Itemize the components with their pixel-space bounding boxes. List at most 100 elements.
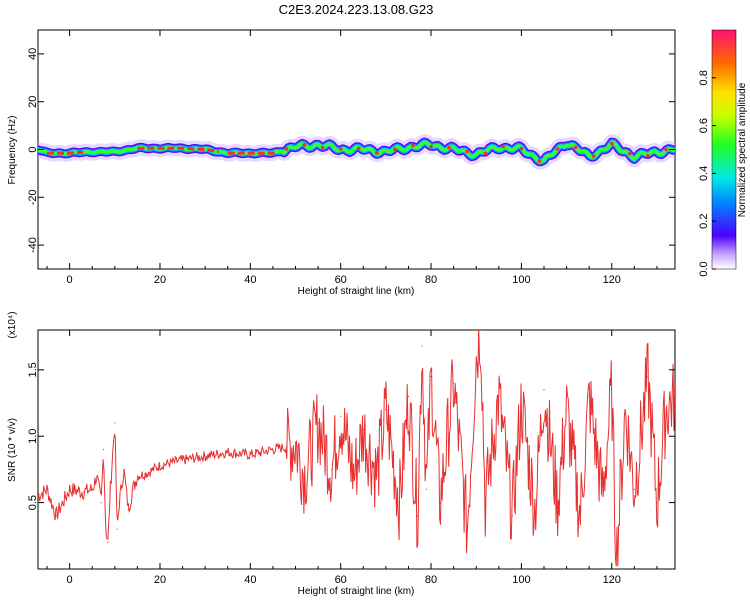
colorbar: 0.0 0.2 0.4 0.6 0.8 Normalized spectral ampl… [698,29,748,277]
colorbar-ticks: 0.0 0.2 0.4 0.6 0.8 [698,70,716,277]
bottom-y-axis-label: SNR (10 * v/v) [7,418,18,482]
top-y-tick-label: -20 [27,189,39,205]
snr-data-point [421,345,423,347]
snr-data-point [484,502,486,504]
chart-title: C2E3.2024.223.13.08.G23 [278,2,434,17]
top-y-axis: 40 20 0 -20 -40 [27,48,675,253]
ridge-peak-dot [537,159,542,163]
ridge-peak [137,146,219,154]
top-x-tick-label: 20 [154,274,166,286]
snr-data-point [624,409,626,411]
snr-data-point [615,561,617,563]
colorbar-tick-label: 0.2 [698,214,710,229]
snr-data-point [376,475,378,477]
snr-data-point [317,422,319,424]
snr-panel: 0 20 40 60 80 100 120 0.5 1.0 1.5 Height of stra… [7,311,676,597]
top-y-tick-label: 20 [27,96,39,108]
snr-data-point [534,508,536,510]
snr-data-point [38,495,39,497]
ridge-peak-dot [284,147,289,151]
colorbar-label: Normalized spectral amplitude [737,82,748,217]
ridge-peak [47,150,84,155]
top-y-tick-label: 40 [27,48,39,60]
snr-data-point [145,472,148,474]
ridge-peak-dot [411,143,415,148]
snr-data-point [123,468,125,471]
snr-data-point [480,330,482,331]
bottom-y-axis: 0.5 1.0 1.5 [27,362,675,510]
snr-data-point [674,395,675,397]
snr-data-point [611,389,613,391]
bottom-x-tick-label: 100 [512,574,530,586]
bottom-y-tick-label: 1.0 [27,429,39,444]
bottom-y-multiplier: (x10⁴) [7,311,18,338]
snr-data-point [69,488,71,490]
top-y-axis-label: Frequency (Hz) [7,116,18,185]
colorbar-tick-label: 0.4 [698,166,710,181]
ridge-peak-dot [483,151,488,156]
snr-data-point [136,475,138,477]
top-x-tick-label: 120 [603,274,621,286]
spectrogram-ridge [38,134,675,170]
snr-data-point [656,502,658,504]
snr-data-point [498,395,500,397]
snr-data-point [285,446,288,448]
snr-data-point [466,528,468,530]
snr-data-point [647,375,649,378]
snr-data-point [453,382,455,384]
snr-data-point [331,468,333,471]
snr-data-point [249,454,251,456]
snr-data-point [511,515,513,517]
snr-data-point [398,502,401,504]
snr-data-point [127,508,129,510]
colorbar-tick-label: 0.6 [698,118,710,133]
ridge-peak-dot [573,145,578,150]
bottom-x-axis-label: Height of straight line (km) [298,586,415,597]
snr-data-point [543,389,545,391]
top-x-tick-label: 40 [244,274,256,286]
snr-data-point [588,395,590,397]
snr-data-point [91,488,93,490]
ridge-peak-dot [646,153,650,158]
snr-data-point [430,375,432,378]
snr-data-point [520,402,522,404]
ridge-peak-dot [519,146,524,151]
ridge-peak-dot [628,151,632,156]
bottom-x-tick-label: 120 [603,574,621,586]
bottom-x-tick-label: 60 [335,574,347,586]
bottom-x-axis: 0 20 40 60 80 100 120 [46,330,658,586]
ridge-peak-dot [447,145,451,150]
snr-data-point [96,475,98,477]
top-y-tick-label: -40 [27,237,39,253]
snr-data-point [294,442,297,444]
snr-data-point [303,475,306,477]
snr-data-point [353,475,355,477]
snr-data-point [602,495,604,497]
snr-data-point [425,488,428,490]
snr-data-point [109,488,111,490]
snr-data-point [407,395,410,397]
snr-data-point [227,451,229,453]
snr-data-point [107,541,109,544]
bottom-x-tick-label: 40 [244,574,256,586]
ridge-peak-dot [320,145,325,150]
top-x-tick-label: 0 [67,274,73,286]
snr-data-point [55,515,57,517]
snr-data-point [118,502,120,504]
top-x-tick-label: 100 [512,274,530,286]
ridge-peak-dot [591,154,596,158]
top-x-axis-label: Height of straight line (km) [298,286,415,297]
snr-data-point [181,459,184,461]
bottom-x-tick-label: 0 [67,574,73,586]
colorbar-tick-label: 0.0 [698,261,710,276]
snr-data-point [565,409,568,411]
snr-data-point [633,488,635,490]
snr-data-point [114,422,116,424]
top-x-axis: 0 20 40 60 80 100 120 [46,30,658,286]
snr-data-point [340,415,342,417]
snr-data-point [159,464,161,467]
ridge-peak-dot [465,149,469,154]
snr-data-point [665,409,667,411]
snr-data-point [102,448,105,451]
